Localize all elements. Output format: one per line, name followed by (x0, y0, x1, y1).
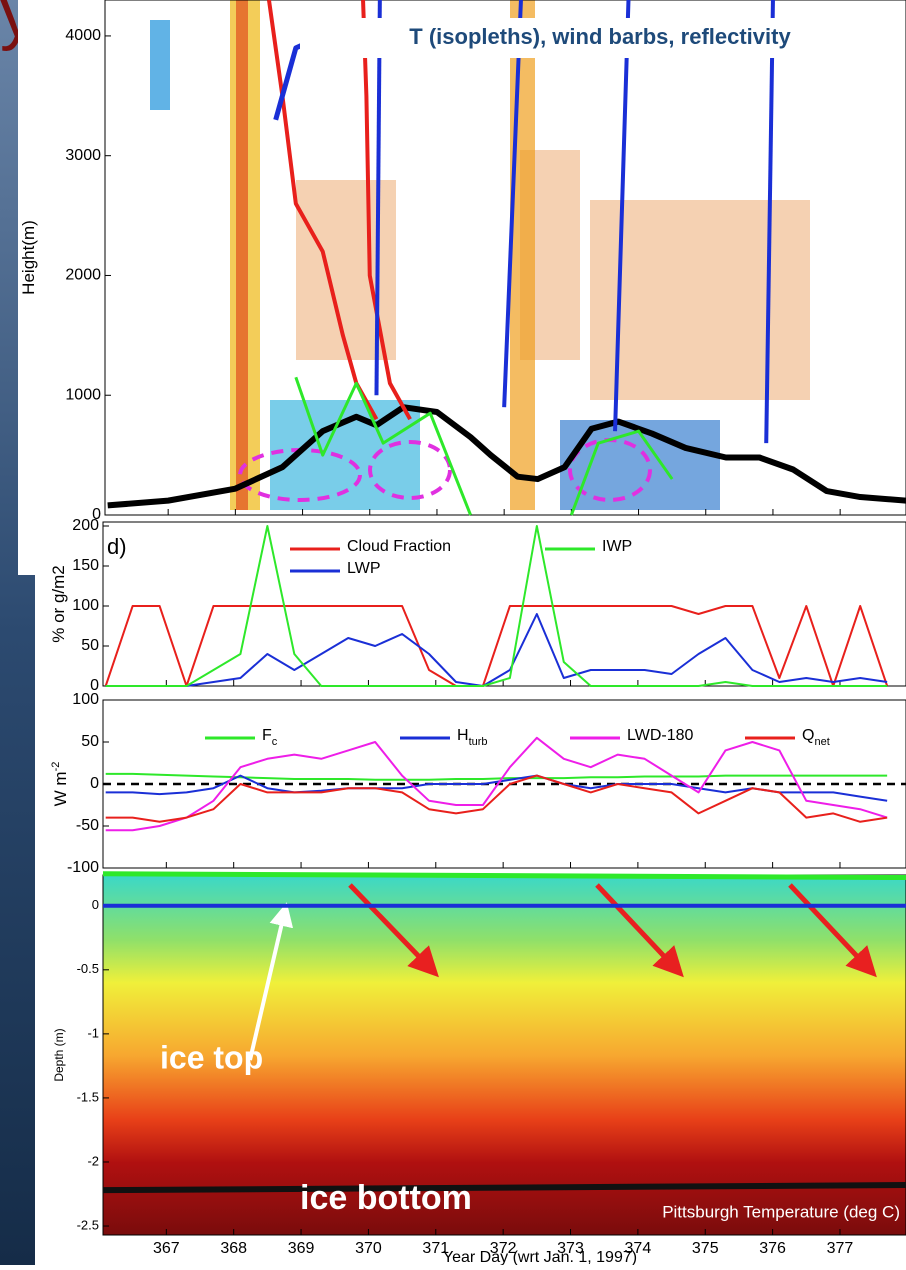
x-tick-label: 377 (827, 1240, 854, 1257)
y-axis-label-text: Height(m) (19, 220, 38, 295)
y-tick-label: 1000 (65, 386, 101, 403)
figure: y 01000200030004000Height(m)T (isopleths… (0, 0, 906, 1265)
y-tick-label: -50 (76, 817, 99, 834)
y-tick-label: 200 (72, 517, 99, 534)
legend-label: IWP (602, 538, 632, 555)
y-tick-label: -1 (87, 1025, 99, 1040)
y-tick-label: -1.5 (77, 1089, 99, 1104)
panel-bg (35, 575, 906, 875)
y-axis-label-sup: -2 (50, 762, 62, 772)
x-axis-label: Year Day (wrt Jan. 1, 1997) (443, 1249, 637, 1265)
legend-label: LWP (347, 560, 380, 577)
y-tick-label: 4000 (65, 27, 101, 44)
page: {"chart_data": [ {"type": "line", "title… (0, 0, 906, 1265)
legend-label: Cloud Fraction (347, 538, 451, 555)
x-tick-label: 369 (288, 1240, 315, 1257)
y-tick-label: 100 (72, 597, 99, 614)
y-tick-label: -2 (87, 1153, 99, 1168)
y-tick-label: 150 (72, 557, 99, 574)
x-tick-label: 368 (220, 1240, 247, 1257)
y-tick-label: 50 (81, 733, 99, 750)
x-tick-label: 370 (355, 1240, 382, 1257)
annotation: Pittsburgh Temperature (deg C) (662, 1202, 900, 1221)
annotation: ice top (160, 1039, 263, 1075)
y-axis-label-text: % or g/m2 (49, 565, 68, 642)
annotation: ice bottom (300, 1179, 472, 1217)
x-tick-label: 375 (692, 1240, 719, 1257)
y-tick-label: 2000 (65, 267, 101, 284)
legend-name: F (262, 727, 272, 744)
legend-name: IWP (602, 538, 632, 555)
legend-sub: turb (469, 736, 488, 748)
legend-sub: c (272, 736, 278, 748)
y-axis-label: % or g/m2 (49, 565, 68, 642)
y-axis-label-text: Depth (m) (52, 1028, 66, 1081)
legend-sub: net (814, 736, 829, 748)
legend-name: Q (802, 727, 814, 744)
legend-name: LWD-180 (627, 727, 693, 744)
y-tick-label: 0 (90, 775, 99, 792)
legend-name: Cloud Fraction (347, 538, 451, 555)
y-tick-label: 3000 (65, 147, 101, 164)
y-axis-label: Depth (m) (52, 1028, 66, 1081)
chart-title: T (isopleths), wind barbs, reflectivity (409, 24, 791, 49)
y-tick-label: 100 (72, 691, 99, 708)
legend-name: LWP (347, 560, 380, 577)
x-tick-label: 367 (153, 1240, 180, 1257)
x-tick-label: 376 (759, 1240, 786, 1257)
y-tick-label: 50 (81, 637, 99, 654)
y-tick-label: -2.5 (77, 1217, 99, 1232)
y-tick-label: -0.5 (77, 961, 99, 976)
legend-label: LWD-180 (627, 727, 693, 744)
y-tick-label: 0 (92, 897, 99, 912)
panel-label: d) (107, 534, 127, 559)
y-axis-label: Height(m) (19, 220, 38, 295)
legend-name: H (457, 727, 469, 744)
y-tick-label: -100 (67, 859, 99, 876)
y-axis-label-text: W m (51, 771, 70, 806)
